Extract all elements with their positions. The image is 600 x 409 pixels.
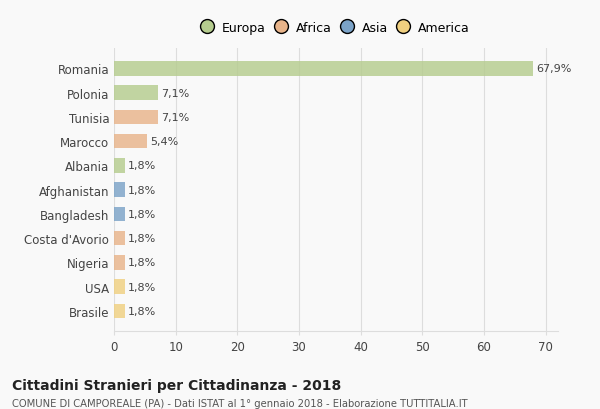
- Bar: [114, 159, 125, 173]
- Bar: [114, 207, 125, 222]
- Bar: [114, 256, 125, 270]
- Text: 67,9%: 67,9%: [536, 64, 571, 74]
- Bar: [114, 110, 158, 125]
- Bar: [114, 86, 158, 101]
- Text: COMUNE DI CAMPOREALE (PA) - Dati ISTAT al 1° gennaio 2018 - Elaborazione TUTTITA: COMUNE DI CAMPOREALE (PA) - Dati ISTAT a…: [12, 398, 467, 407]
- Text: 1,8%: 1,8%: [128, 209, 157, 219]
- Text: 5,4%: 5,4%: [151, 137, 179, 147]
- Text: 1,8%: 1,8%: [128, 161, 157, 171]
- Text: 1,8%: 1,8%: [128, 306, 157, 316]
- Bar: [114, 62, 533, 76]
- Text: 1,8%: 1,8%: [128, 185, 157, 195]
- Bar: [114, 280, 125, 294]
- Text: 7,1%: 7,1%: [161, 88, 189, 98]
- Bar: [114, 183, 125, 198]
- Legend: Europa, Africa, Asia, America: Europa, Africa, Asia, America: [199, 19, 473, 39]
- Text: 1,8%: 1,8%: [128, 234, 157, 244]
- Text: Cittadini Stranieri per Cittadinanza - 2018: Cittadini Stranieri per Cittadinanza - 2…: [12, 378, 341, 392]
- Bar: [114, 231, 125, 246]
- Bar: [114, 304, 125, 319]
- Text: 1,8%: 1,8%: [128, 282, 157, 292]
- Bar: [114, 135, 148, 149]
- Text: 7,1%: 7,1%: [161, 112, 189, 123]
- Text: 1,8%: 1,8%: [128, 258, 157, 268]
